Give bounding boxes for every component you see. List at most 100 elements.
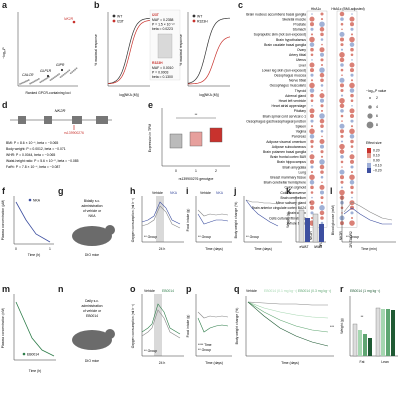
c-dot [349, 42, 355, 47]
c-legend-color-label: −0.10 [373, 164, 382, 168]
c-dot [350, 99, 354, 102]
l-xlabel: Time (min) [361, 247, 377, 251]
k-ylabel: Weight (g) [286, 212, 290, 228]
c-col-sub: NK2R [339, 231, 343, 241]
c-dot [350, 139, 354, 144]
a-point [51, 78, 53, 81]
a-gene-gipr: GIPR [56, 63, 65, 67]
i-legend-vehicle: Vehicle [200, 191, 211, 195]
c-legend-color-swatch [367, 163, 371, 168]
panel-h-oxygen: Oxygen consumption (ml h⁻¹) 24 h Vehicle… [131, 191, 184, 251]
c-dot [320, 124, 324, 128]
c-dot [341, 166, 343, 168]
c-dot [349, 113, 355, 119]
c-row-label: Vagina [296, 130, 306, 134]
c-dot [310, 145, 314, 148]
a-point [52, 77, 55, 80]
e-group-2: 2 [215, 169, 217, 173]
i-xlabel: Time (days) [205, 247, 223, 251]
c-row-label: Brain putamen basal ganglia [263, 150, 306, 154]
c-dot [309, 82, 315, 89]
c-dot [351, 59, 353, 61]
c-dot [319, 144, 325, 149]
n-text-4: EB0014 [86, 314, 98, 318]
c-legend-color-swatch [367, 158, 371, 163]
c-dot [349, 68, 355, 73]
o-legend-vehicle: Vehicle [144, 289, 155, 293]
i-ylabel: Food intake (g) [186, 209, 190, 232]
c-col-sub: NK2R-TACR2 [349, 231, 353, 248]
c-dot [340, 160, 344, 164]
c-row-label: Pancreas [292, 135, 307, 139]
c-dot [350, 165, 354, 169]
panel-label-d: d [2, 100, 8, 110]
c-dot [340, 68, 344, 72]
c-dot [320, 170, 324, 174]
b-receptor-shape [157, 33, 173, 59]
e-xlabel: rs139900276 genotype [179, 177, 214, 181]
c-dot [309, 200, 315, 206]
a-point [35, 79, 37, 82]
o-xlabel: 24 h [159, 361, 166, 365]
c-dot [350, 53, 354, 57]
a-point [69, 72, 72, 75]
a-point [62, 74, 65, 76]
c-row-label: Oesophagus gastroesophageal junction [246, 119, 306, 123]
c-legend-color-label: 0.20 [373, 149, 380, 153]
c-dot [320, 12, 324, 16]
c-dot [320, 32, 324, 37]
c-row-label: Skeletal muscle [282, 17, 306, 21]
c-dot [319, 67, 325, 73]
e-box-0 [169, 133, 183, 149]
a-point [22, 81, 24, 84]
c-dot [320, 18, 324, 21]
q-legend-2: EB0014 (0.3 mg kg⁻¹) [298, 289, 331, 293]
c-legend-color-label: −0.20 [373, 169, 382, 173]
c-dot [350, 191, 354, 194]
h-legend-vehicle: Vehicle [152, 191, 163, 195]
c-dot [350, 27, 354, 31]
c-row-label: Adrenal gland [285, 94, 306, 98]
c-row-label: Prostate [293, 23, 306, 27]
c-dot [320, 104, 324, 108]
c-dot [309, 113, 315, 119]
c-row-label: Lower leg skin (sun-exposed) [262, 68, 306, 72]
c-dot [340, 180, 344, 184]
c-dot [340, 94, 344, 97]
b-r323h-name: R323H [152, 61, 163, 65]
c-dot [319, 98, 325, 103]
c-legend-size-label: 8 [376, 123, 378, 127]
p-xlabel: Time (days) [205, 361, 223, 365]
a-point [37, 78, 40, 80]
panel-label-e: e [148, 100, 154, 110]
c-dot [350, 47, 354, 52]
b-legend-wt-left-dot [112, 14, 116, 18]
d-exon-3 [72, 116, 82, 124]
o-legend-eb0014: EB0014 [162, 289, 174, 293]
c-row-label: Pituitary [294, 109, 307, 113]
o-ylabel: Oxygen consumption (ml h⁻¹) [131, 304, 135, 348]
c-dot [319, 93, 325, 99]
c-row-label: Adipose subcutaneous [272, 145, 307, 149]
c-row-label: Oesophagus muscularis [270, 84, 307, 88]
c-row-label: Adipose visceral omentum [266, 140, 306, 144]
o-curve-eb0014 [141, 303, 181, 335]
o-sig: ** Group [144, 349, 157, 353]
c-dot [310, 33, 314, 36]
c-dot [321, 43, 323, 46]
c-dot [309, 205, 315, 210]
r-xlabel-0: Fat [360, 360, 365, 364]
c-dot [310, 125, 314, 128]
f-ylabel: Plasma concentration (μM) [1, 200, 5, 241]
a-point [39, 81, 42, 84]
panel-b-dose-response: % maximal response log[NKA (M)] WT I23T … [94, 9, 231, 97]
c-legend-size-label: 6 [376, 114, 378, 118]
q-xlabel: Time (days) [281, 361, 299, 365]
c-dot [349, 220, 355, 226]
c-dot [320, 84, 324, 87]
r-xlabel-1: Lean [381, 360, 389, 364]
c-dot [340, 17, 344, 21]
a-point [66, 70, 69, 73]
j-sig: ** Group [246, 235, 259, 239]
c-dot [309, 68, 315, 73]
